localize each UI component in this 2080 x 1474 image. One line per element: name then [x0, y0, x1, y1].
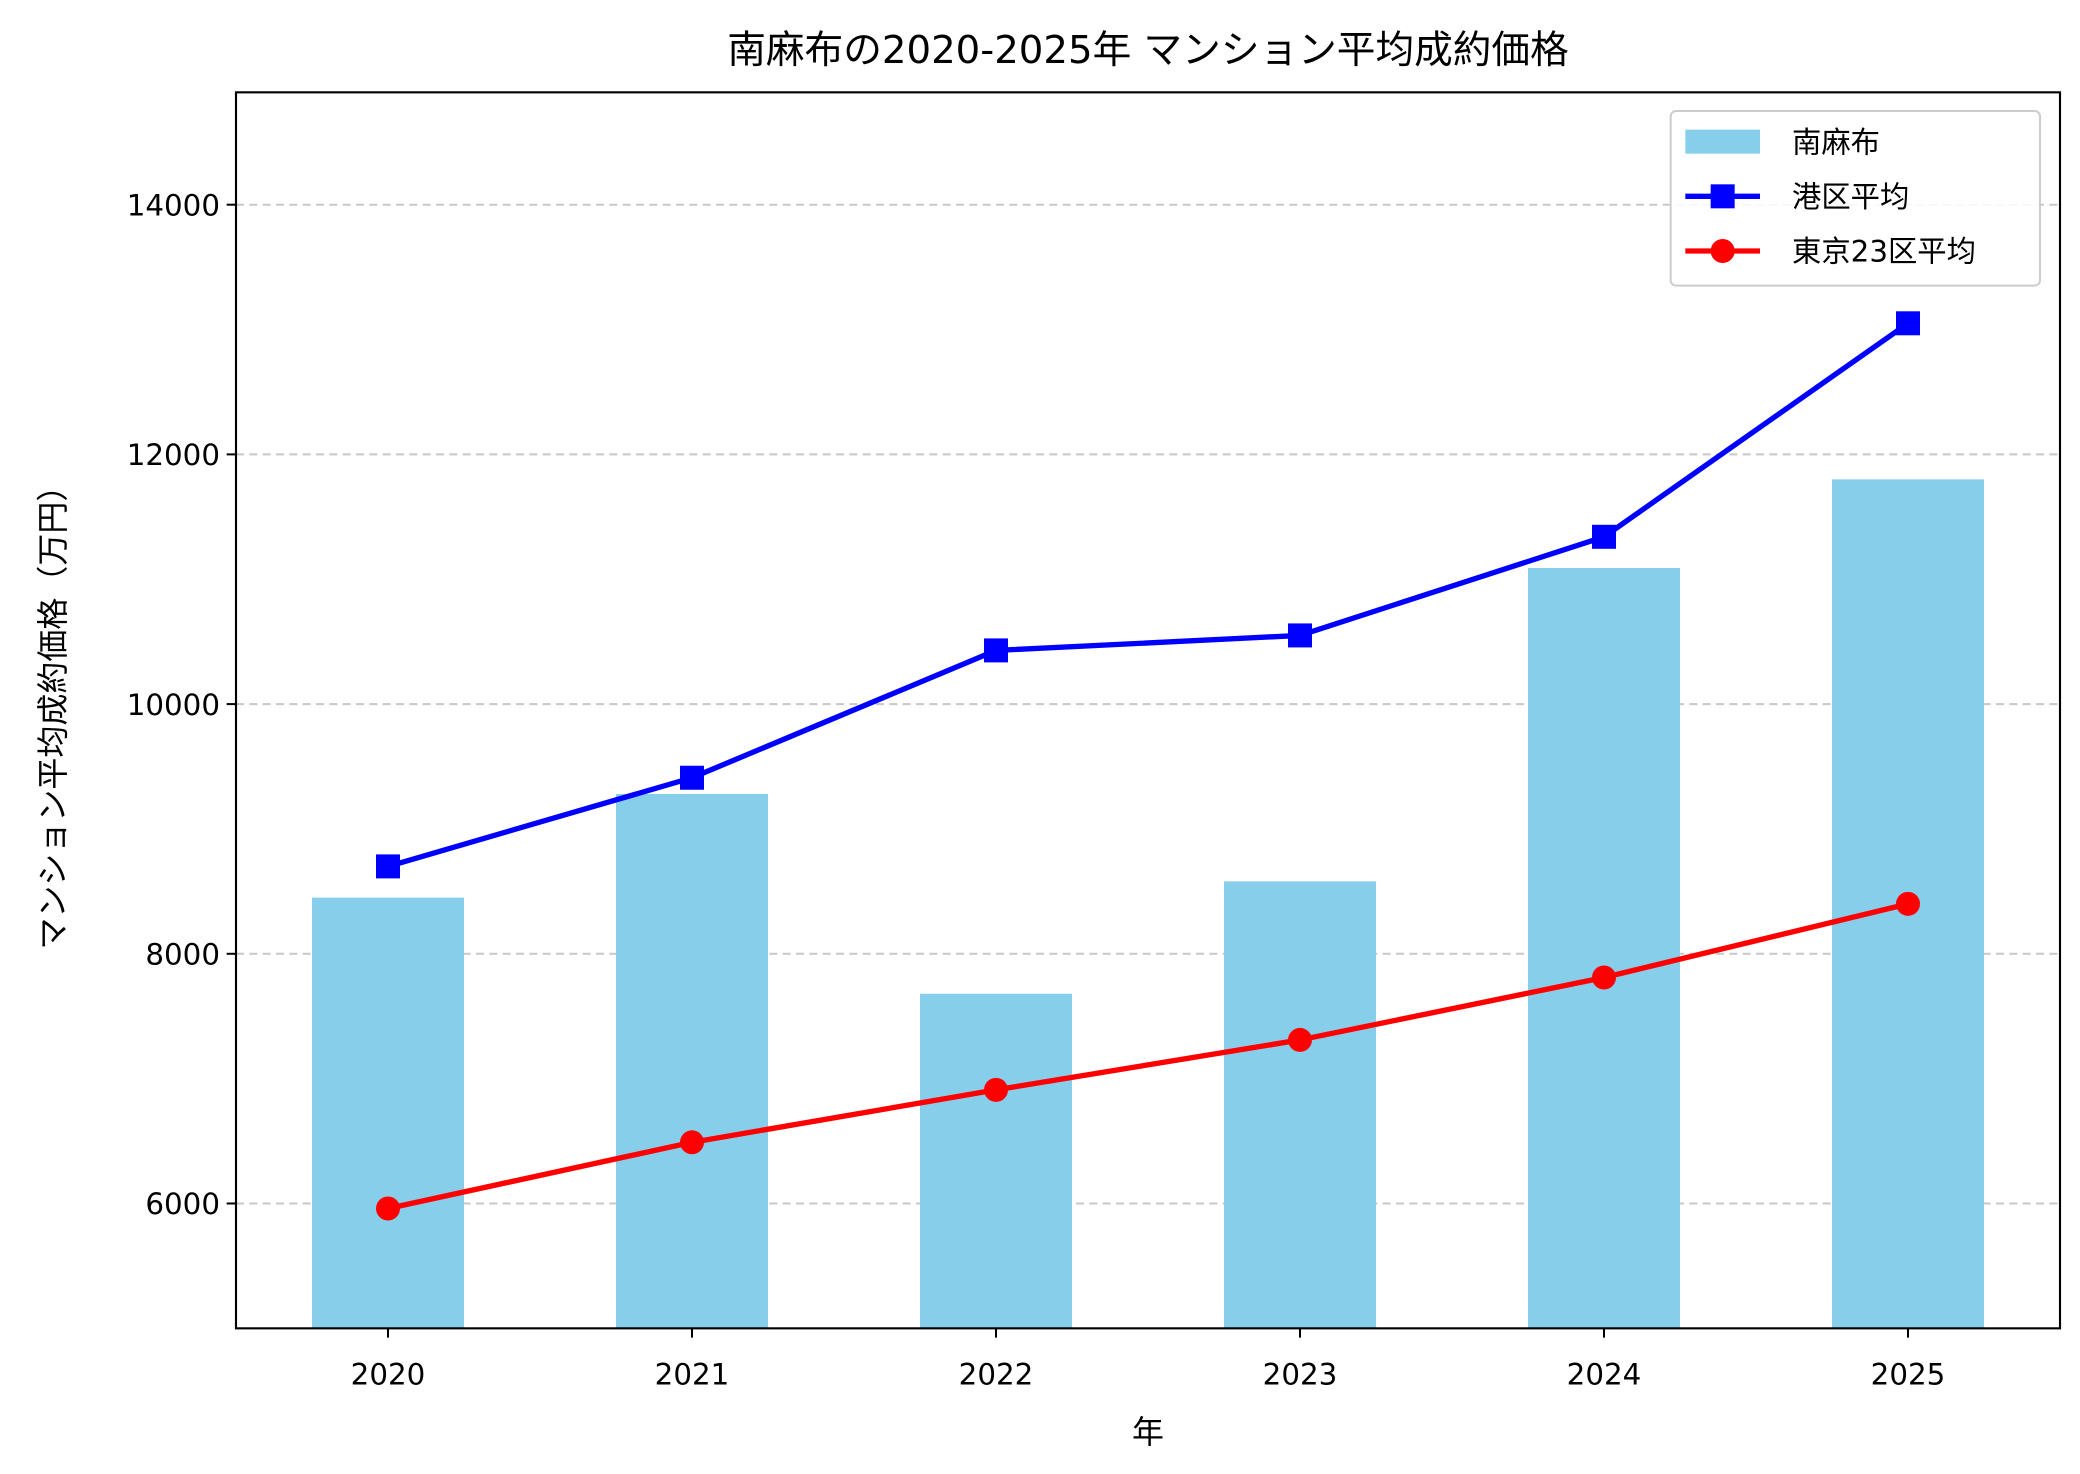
plot-frame	[234, 91, 2062, 1330]
x-tick-label: 2020	[351, 1357, 426, 1391]
x-axis-label: 年	[1132, 1413, 1164, 1451]
data-point	[376, 854, 400, 879]
bars	[312, 479, 1984, 1329]
data-point	[680, 765, 704, 790]
data-point	[1592, 965, 1616, 990]
legend-marker	[1710, 239, 1735, 263]
x-tick-label: 2024	[1567, 1357, 1642, 1391]
data-point	[680, 1130, 704, 1155]
line-series	[387, 901, 1909, 1212]
data-point	[1592, 524, 1616, 549]
x-tick-label: 2025	[1871, 1357, 1946, 1391]
bar	[1224, 881, 1376, 1329]
chart-title: 南麻布の2020-2025年 マンション平均成約価格	[727, 28, 1569, 73]
bar	[616, 793, 768, 1329]
legend-label: 南麻布	[1792, 125, 1880, 159]
legend-swatch	[1685, 129, 1760, 154]
y-axis: 6000 8000 10000 12000 14000	[127, 188, 236, 1221]
legend-label: 港区平均	[1792, 180, 1909, 214]
data-point	[1896, 311, 1920, 336]
y-tick-label: 8000	[145, 937, 220, 971]
data-point	[1288, 623, 1312, 648]
data-point	[376, 1196, 400, 1221]
legend-box	[1669, 110, 2041, 287]
data-point	[984, 638, 1008, 663]
y-tick-label: 10000	[127, 688, 220, 722]
legend-marker	[1710, 184, 1735, 209]
legend-label: 東京23区平均	[1792, 235, 1976, 269]
y-axis-label: マンション平均成約価格（万円）	[34, 470, 72, 950]
bar	[920, 993, 1072, 1329]
data-point	[1896, 891, 1920, 916]
y-tick-label: 14000	[127, 188, 220, 222]
line-series	[387, 321, 1910, 869]
y-tick-label: 12000	[127, 438, 220, 472]
x-axis: 2020 2021 2022 2023 2024 2025	[351, 1328, 1946, 1391]
x-tick-label: 2021	[655, 1357, 730, 1391]
data-point	[1288, 1027, 1312, 1052]
bar	[1528, 568, 1680, 1329]
x-tick-label: 2022	[959, 1357, 1034, 1391]
gridlines	[236, 203, 2060, 1205]
x-tick-label: 2023	[1263, 1357, 1338, 1391]
bar	[312, 897, 464, 1329]
y-tick-label: 6000	[145, 1187, 220, 1221]
lines	[376, 311, 1920, 1221]
data-point	[984, 1077, 1008, 1102]
